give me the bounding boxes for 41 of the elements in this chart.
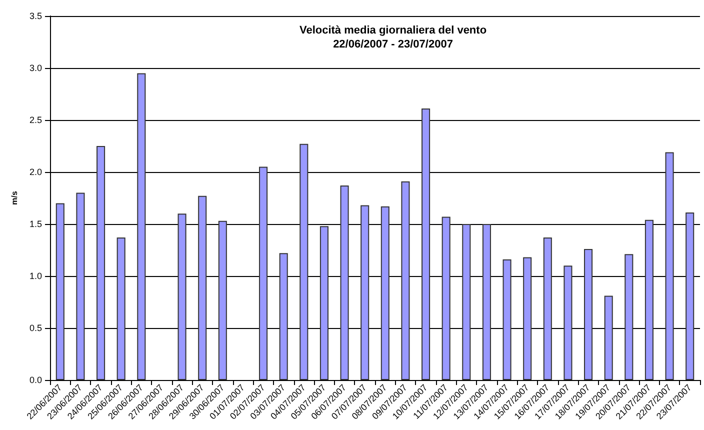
bar: [76, 192, 85, 380]
bar: [96, 146, 106, 380]
bar: [462, 224, 471, 380]
text: 22/06/2007 - 23/07/2007: [333, 38, 453, 50]
bar: [300, 144, 308, 380]
bar: [604, 296, 613, 380]
bar: [360, 205, 370, 380]
bar: [543, 238, 552, 380]
y-axis-title: m/s: [10, 190, 20, 205]
bar: [502, 259, 512, 380]
bar: [320, 226, 328, 380]
y-tick-label: 2.0: [29, 167, 42, 177]
bar: [523, 257, 532, 380]
bar: [624, 254, 634, 380]
bar: [259, 166, 268, 380]
y-tick-label: 2.5: [29, 115, 42, 125]
y-tick-label: 3.5: [29, 11, 42, 21]
bar: [198, 196, 207, 380]
y-tick-label: 0.0: [29, 375, 42, 385]
bar: [380, 206, 390, 380]
bar: [340, 186, 349, 380]
y-tick-label: 0.5: [29, 323, 42, 333]
text: Velocità media giornaliera del vento: [299, 24, 487, 36]
bar: [482, 224, 491, 380]
bar: [564, 266, 572, 380]
bar: [401, 181, 410, 380]
y-tick-label: 1.5: [29, 219, 42, 229]
bar: [644, 220, 654, 380]
bar: [665, 152, 674, 380]
bar: [279, 253, 288, 380]
bar: [442, 216, 450, 380]
bar: [218, 220, 227, 380]
y-tick-label: 3.0: [29, 63, 42, 73]
bar: [422, 108, 430, 380]
bar: [686, 212, 694, 380]
bar: [178, 214, 186, 380]
bar: [137, 73, 146, 380]
bar: [56, 203, 64, 380]
bar: [584, 248, 593, 380]
y-tick-label: 1.0: [29, 271, 42, 281]
bar: [116, 238, 126, 380]
